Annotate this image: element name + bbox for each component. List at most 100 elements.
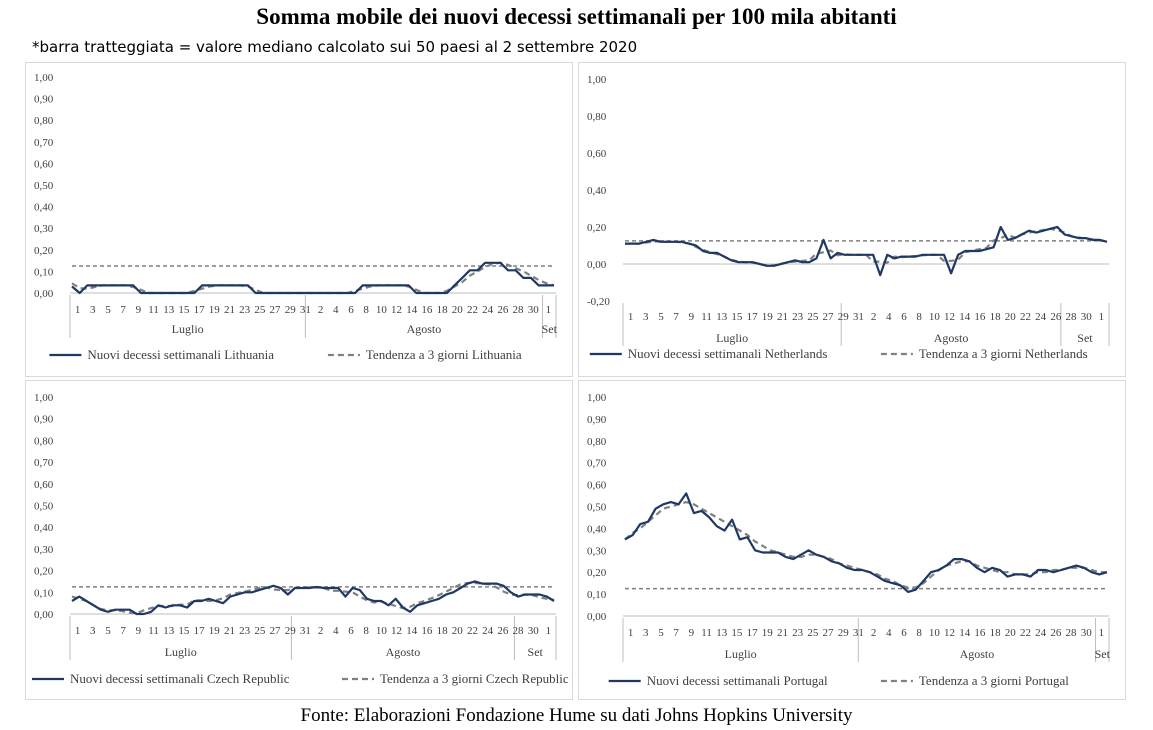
x-tick-label: 13 bbox=[716, 311, 728, 323]
chart-panel-netherlands: 1,00 0,80 0,60 0,40 0,20 0,00 -0,20 1 3 5 7 9 11 13 15… bbox=[578, 62, 1126, 377]
x-tick-label: 18 bbox=[990, 311, 1002, 323]
chart-subtitle: *barra tratteggiata = valore mediano cal… bbox=[32, 38, 638, 56]
month-label: Set bbox=[1077, 331, 1093, 345]
y-tick-label: 0,20 bbox=[34, 245, 54, 257]
x-tick-label: 14 bbox=[406, 304, 418, 316]
x-tick-label: 23 bbox=[792, 627, 804, 639]
x-tick-label: 1 bbox=[628, 311, 634, 323]
x-tick-label: 19 bbox=[762, 627, 774, 639]
x-tick-label: 1 bbox=[75, 304, 81, 316]
x-tick-label: 19 bbox=[762, 311, 774, 323]
x-tick-label: 10 bbox=[376, 304, 388, 316]
chart-svg: 1,00 0,90 0,80 0,70 0,60 0,50 0,40 0,30 0,20 0,10… bbox=[34, 72, 558, 362]
x-tick-label: 13 bbox=[716, 627, 728, 639]
x-tick-label: 3 bbox=[643, 627, 649, 639]
x-tick-label: 8 bbox=[363, 304, 369, 316]
x-tick-label: 1 bbox=[1099, 627, 1105, 639]
x-tick-label: 6 bbox=[901, 627, 907, 639]
series-line-daily bbox=[71, 580, 555, 616]
y-tick-label: 1,00 bbox=[587, 392, 607, 404]
y-tick-label: 0,70 bbox=[34, 457, 54, 469]
series-line-trend bbox=[624, 501, 1107, 589]
y-tick-label: 0,20 bbox=[587, 567, 607, 579]
x-tick-label: 28 bbox=[513, 625, 525, 637]
x-tick-label: 23 bbox=[239, 625, 251, 637]
y-tick-label: 0,10 bbox=[34, 266, 54, 278]
x-tick-label: 27 bbox=[270, 625, 282, 637]
chart-legend: Nuovi decessi settimanali Netherlands Ten… bbox=[589, 346, 1088, 361]
x-tick-label: 20 bbox=[452, 625, 464, 637]
month-label: Luglio bbox=[165, 645, 197, 659]
y-tick-label: 0,40 bbox=[34, 522, 54, 534]
x-tick-label: 13 bbox=[163, 625, 175, 637]
x-tick-label: 15 bbox=[178, 625, 190, 637]
x-tick-label: 2 bbox=[871, 311, 877, 323]
x-tick-label: 31 bbox=[853, 311, 864, 323]
x-tick-label: 7 bbox=[673, 311, 679, 323]
legend-label: Nuovi decessi settimanali Czech Republic bbox=[70, 671, 290, 686]
y-tick-label: 0,20 bbox=[587, 222, 607, 234]
x-tick-label: 21 bbox=[777, 311, 788, 323]
x-tick-label: 21 bbox=[777, 627, 788, 639]
x-tick-label: 17 bbox=[194, 625, 206, 637]
x-tick-label: 16 bbox=[421, 304, 433, 316]
legend-label: Tendenza a 3 giorni Czech Republic bbox=[380, 671, 569, 686]
x-tick-label: 4 bbox=[886, 627, 892, 639]
x-tick-label: 25 bbox=[254, 304, 266, 316]
legend-label: Tendenza a 3 giorni Lithuania bbox=[366, 347, 522, 362]
chart-svg: 1,00 0,90 0,80 0,70 0,60 0,50 0,40 0,30 0,20 0,10… bbox=[32, 392, 569, 686]
month-label: Agosto bbox=[934, 331, 969, 345]
x-tick-label: 3 bbox=[90, 304, 96, 316]
y-tick-label: 0,80 bbox=[34, 435, 54, 447]
legend-label: Nuovi decessi settimanali Netherlands bbox=[628, 346, 828, 361]
y-tick-label: 1,00 bbox=[587, 74, 607, 86]
x-tick-label: 1 bbox=[546, 304, 552, 316]
x-tick-label: 31 bbox=[853, 627, 864, 639]
chart-panel-portugal: 1,00 0,90 0,80 0,70 0,60 0,50 0,40 0,30 0,20 0,10… bbox=[578, 380, 1126, 700]
chart-title: Somma mobile dei nuovi decessi settimana… bbox=[256, 4, 897, 29]
x-tick-label: 18 bbox=[437, 304, 449, 316]
y-tick-label: 0,50 bbox=[34, 180, 54, 192]
x-tick-label: 13 bbox=[163, 304, 175, 316]
legend-label: Tendenza a 3 giorni Portugal bbox=[919, 673, 1069, 688]
y-tick-label: 0,10 bbox=[34, 587, 54, 599]
x-tick-label: 8 bbox=[363, 625, 369, 637]
x-tick-label: 3 bbox=[643, 311, 649, 323]
x-tick-label: 27 bbox=[270, 304, 282, 316]
x-tick-label: 6 bbox=[348, 625, 354, 637]
x-tick-label: 24 bbox=[1035, 627, 1047, 639]
x-tick-label: 11 bbox=[701, 627, 712, 639]
y-tick-label: 0,90 bbox=[587, 414, 607, 426]
x-tick-label: 5 bbox=[658, 311, 664, 323]
y-tick-label: 0,30 bbox=[587, 545, 607, 557]
series-line-trend bbox=[71, 581, 555, 615]
x-tick-label: 29 bbox=[285, 625, 297, 637]
series-line-daily bbox=[624, 492, 1108, 593]
x-tick-label: 1 bbox=[546, 625, 552, 637]
x-tick-label: 5 bbox=[658, 627, 664, 639]
y-tick-label: 0,50 bbox=[34, 501, 54, 513]
month-label: Luglio bbox=[716, 331, 748, 345]
month-label: Agosto bbox=[386, 645, 421, 659]
y-tick-label: 0,00 bbox=[587, 611, 607, 623]
x-tick-label: 9 bbox=[136, 625, 142, 637]
month-label: Luglio bbox=[725, 647, 757, 661]
x-tick-label: 18 bbox=[437, 625, 449, 637]
y-tick-label: 0,60 bbox=[34, 158, 54, 170]
y-tick-label: 0,00 bbox=[34, 288, 54, 300]
x-tick-label: 22 bbox=[467, 304, 478, 316]
x-tick-label: 7 bbox=[120, 625, 126, 637]
x-tick-label: 14 bbox=[959, 311, 971, 323]
x-tick-label: 12 bbox=[391, 304, 402, 316]
month-label: Set bbox=[542, 322, 558, 336]
x-tick-label: 12 bbox=[391, 625, 402, 637]
y-tick-label: 0,60 bbox=[34, 479, 54, 491]
x-tick-label: 22 bbox=[1020, 627, 1031, 639]
month-label: Set bbox=[528, 645, 544, 659]
x-tick-label: 31 bbox=[300, 625, 311, 637]
chart-svg: 1,00 0,90 0,80 0,70 0,60 0,50 0,40 0,30 0,20 0,10… bbox=[587, 392, 1111, 688]
x-tick-label: 30 bbox=[1081, 311, 1093, 323]
x-tick-label: 9 bbox=[689, 627, 695, 639]
y-tick-label: 0,60 bbox=[587, 148, 607, 160]
y-tick-label: 0,70 bbox=[587, 458, 607, 470]
